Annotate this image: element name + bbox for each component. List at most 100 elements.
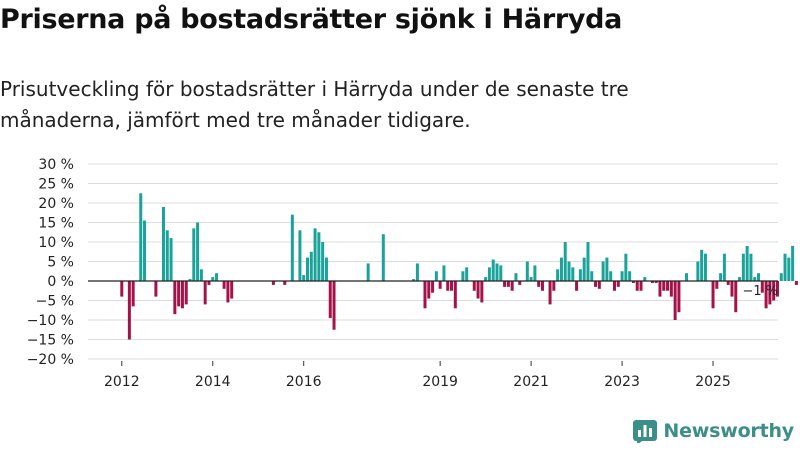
bar <box>230 281 234 299</box>
y-tick-label: 0 % <box>47 274 74 290</box>
bar <box>192 228 196 281</box>
bar <box>480 281 484 303</box>
y-tick-label: 20 % <box>38 196 74 212</box>
bar <box>696 261 700 281</box>
bar <box>730 281 734 297</box>
bar <box>495 263 499 281</box>
bar <box>271 281 275 285</box>
bar <box>434 271 438 281</box>
bar <box>726 281 730 285</box>
bar <box>575 281 579 291</box>
y-tick-label: 15 % <box>38 216 74 232</box>
x-tick-label: 2023 <box>604 374 640 390</box>
bar <box>734 281 738 313</box>
latest-value-annotation: −1 % <box>743 284 779 299</box>
bar <box>317 232 321 281</box>
page-title: Priserna på bostadsrätter sjönk i Härryd… <box>0 4 623 35</box>
bar <box>749 253 753 281</box>
bar <box>328 281 332 319</box>
newsworthy-logo-icon <box>633 420 658 443</box>
bar <box>616 281 620 287</box>
bar <box>635 281 639 291</box>
bar <box>757 273 761 281</box>
x-tick-label: 2014 <box>195 374 231 390</box>
bar <box>559 257 563 281</box>
bar <box>321 242 325 281</box>
bar <box>143 220 147 281</box>
bar <box>180 281 184 309</box>
bar <box>484 277 488 281</box>
bar <box>654 281 658 283</box>
bar <box>332 281 336 330</box>
bar <box>590 271 594 281</box>
bar <box>499 265 503 281</box>
bar <box>423 281 427 309</box>
bar <box>609 271 613 281</box>
bar <box>597 281 601 289</box>
bar <box>760 281 764 293</box>
bar <box>506 281 510 287</box>
bar <box>199 269 203 281</box>
bar <box>582 257 586 281</box>
bar <box>779 273 783 281</box>
bar <box>768 281 772 305</box>
bar <box>666 281 670 291</box>
bar <box>491 259 495 281</box>
bar <box>662 281 666 291</box>
bar <box>446 281 450 291</box>
bar <box>215 273 219 281</box>
bar <box>753 277 757 281</box>
bar <box>722 253 726 281</box>
bar <box>438 281 442 289</box>
bar <box>298 230 302 281</box>
bar <box>203 281 207 305</box>
bar <box>669 281 673 297</box>
bar <box>503 281 507 287</box>
bar <box>639 281 643 291</box>
bar <box>612 281 616 291</box>
bar <box>719 273 723 281</box>
bar <box>442 265 446 281</box>
bar <box>715 281 719 289</box>
bar <box>510 281 514 291</box>
y-tick-label: −15 % <box>27 333 74 349</box>
bar <box>567 261 571 281</box>
bar <box>427 281 431 299</box>
bar <box>772 281 776 301</box>
bar <box>139 193 143 281</box>
bar <box>196 222 200 281</box>
bar <box>677 281 681 313</box>
brand-name: Newsworthy <box>663 420 794 442</box>
bar <box>791 245 795 281</box>
bar <box>631 281 635 283</box>
y-tick-label: 30 % <box>38 157 74 173</box>
bar <box>601 261 605 281</box>
bar <box>290 214 294 281</box>
bar <box>431 281 435 293</box>
bar <box>586 242 590 281</box>
bar <box>120 281 124 297</box>
bar <box>518 281 522 285</box>
y-tick-label: −10 % <box>27 313 74 329</box>
bar <box>537 281 541 287</box>
bar <box>222 281 226 289</box>
bar <box>643 277 647 281</box>
bar <box>764 281 768 309</box>
brand-logo: Newsworthy <box>633 419 794 443</box>
bar <box>628 271 632 281</box>
bar <box>514 273 518 281</box>
bar <box>563 242 567 281</box>
bar <box>552 281 556 291</box>
bar <box>465 267 469 281</box>
bar <box>578 269 582 281</box>
bar <box>313 228 317 281</box>
bar <box>127 281 131 340</box>
bar <box>794 281 798 285</box>
bar <box>741 253 745 281</box>
bar <box>211 277 215 281</box>
bar <box>169 238 173 281</box>
bar <box>548 281 552 305</box>
x-tick-label: 2025 <box>695 374 731 390</box>
bar <box>381 234 385 281</box>
